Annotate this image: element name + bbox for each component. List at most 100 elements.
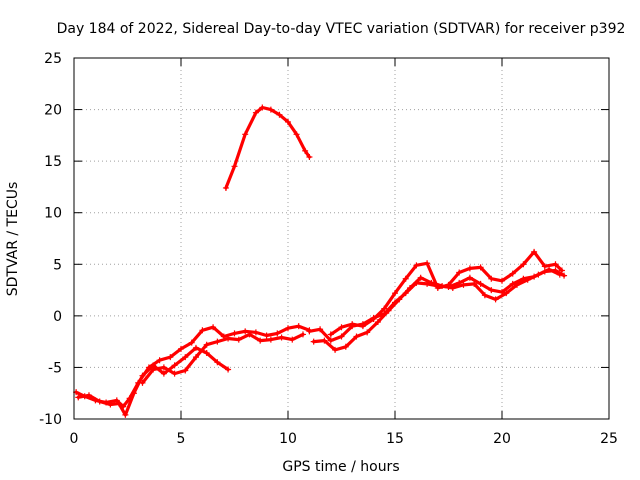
x-tick-label: 15	[386, 431, 404, 447]
data-point	[192, 354, 199, 361]
data-point	[488, 275, 495, 282]
data-point	[499, 277, 505, 284]
x-axis-label: GPS time / hours	[282, 459, 399, 475]
x-tick-labels: 0 5 10 15 20 25	[70, 431, 618, 447]
data-point	[535, 271, 542, 278]
series-line-peak	[224, 105, 311, 190]
y-tick-label: 15	[44, 154, 62, 170]
data-point	[122, 411, 129, 418]
plot-frame	[73, 57, 610, 420]
axis-ticks	[73, 57, 610, 420]
data-point	[107, 401, 114, 408]
data-point	[477, 280, 484, 287]
data-point	[192, 344, 199, 351]
data-point	[259, 104, 266, 111]
data-point	[428, 279, 435, 286]
y-tick-label: -10	[39, 412, 62, 428]
data-point	[327, 337, 334, 344]
data-point	[214, 338, 221, 345]
data-point	[182, 367, 189, 374]
data-point	[509, 280, 516, 287]
data-point	[302, 147, 309, 154]
data-point	[492, 296, 499, 303]
data-point	[267, 336, 274, 343]
data-point	[424, 260, 431, 267]
chart-title: Day 184 of 2022, Sidereal Day-to-day VTE…	[57, 21, 626, 37]
x-tick-label: 0	[70, 431, 79, 447]
data-point	[327, 331, 334, 338]
data-point	[477, 264, 484, 271]
y-tick-label: 5	[53, 257, 62, 273]
data-point	[306, 328, 313, 335]
data-point	[445, 281, 452, 288]
series-line-track-b	[76, 346, 230, 417]
data-point	[203, 349, 210, 356]
data-point	[182, 354, 189, 361]
data-point	[332, 346, 339, 353]
data-point	[558, 267, 565, 274]
x-tick-label: 20	[493, 431, 511, 447]
data-point	[317, 326, 324, 333]
series-track-f	[327, 248, 565, 338]
data-point	[252, 109, 259, 116]
data-point	[338, 333, 345, 340]
data-point	[178, 345, 184, 352]
data-point	[396, 296, 403, 303]
data-point	[513, 281, 520, 288]
y-tick-label: 0	[53, 309, 62, 325]
data-point	[203, 341, 210, 348]
data-point	[541, 263, 548, 270]
data-point	[509, 270, 516, 277]
data-point	[276, 111, 283, 118]
data-point	[524, 276, 531, 283]
y-tick-label: -5	[48, 360, 62, 376]
x-tick-label: 10	[279, 431, 297, 447]
data-point	[160, 370, 167, 377]
y-tick-labels: -10 -5 0 5 10 15 20 25	[39, 51, 62, 428]
data-point	[370, 315, 377, 322]
data-point	[520, 261, 527, 268]
y-axis-label: SDTVAR / TECUs	[5, 182, 21, 297]
data-point	[392, 290, 398, 297]
data-point	[353, 333, 360, 340]
data-point	[531, 248, 538, 255]
data-point	[381, 305, 388, 312]
data-point	[214, 359, 221, 366]
data-point	[242, 131, 249, 138]
data-point	[130, 390, 137, 397]
data-point	[235, 336, 242, 343]
data-point	[449, 285, 456, 292]
data-point	[225, 366, 232, 373]
y-tick-label: 20	[44, 103, 62, 119]
data-point	[359, 323, 366, 330]
data-point	[293, 131, 300, 138]
data-point	[466, 265, 473, 272]
data-point	[546, 266, 553, 273]
series-track-e	[310, 266, 563, 353]
x-tick-label: 25	[600, 431, 618, 447]
data-point	[222, 184, 229, 191]
series-peak	[222, 104, 313, 191]
data-point	[349, 321, 356, 328]
data-point	[289, 336, 296, 343]
data-point	[171, 362, 178, 369]
data-point	[338, 324, 345, 331]
data-point	[225, 335, 232, 342]
data-point	[456, 269, 463, 276]
data-point	[417, 274, 424, 281]
data-point	[364, 329, 371, 336]
data-point	[285, 118, 291, 125]
series-track-a	[73, 323, 313, 410]
data-point	[406, 285, 413, 292]
data-point	[274, 330, 281, 337]
data-point	[556, 271, 563, 278]
data-point	[295, 323, 302, 330]
data-point	[267, 106, 274, 113]
data-point	[460, 281, 467, 288]
data-point	[434, 285, 441, 292]
data-series	[73, 104, 568, 418]
data-point	[299, 331, 306, 338]
data-point	[246, 331, 253, 338]
data-point	[210, 324, 217, 331]
